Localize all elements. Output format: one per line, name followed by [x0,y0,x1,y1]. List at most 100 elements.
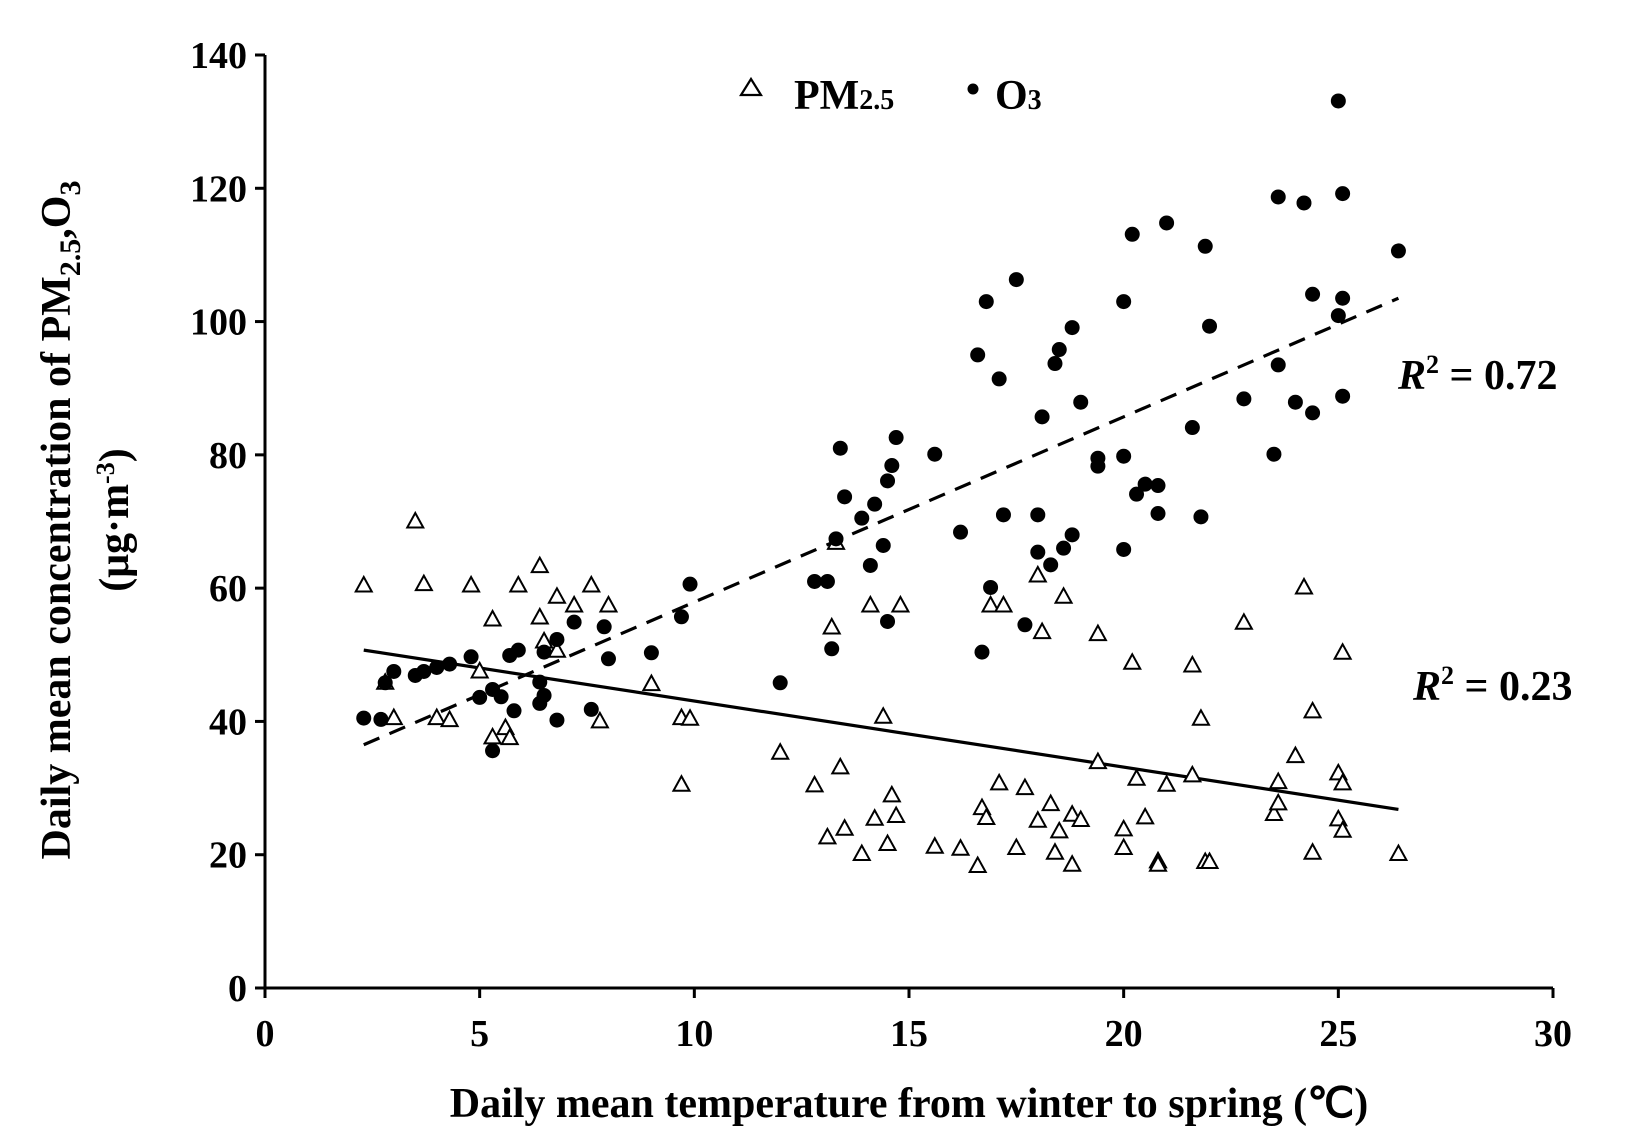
o3-point [1150,478,1166,494]
y-tick-label: 20 [209,835,247,877]
o3-point [1030,544,1046,560]
o3-point [772,675,788,691]
legend-label-o3: O3 [995,73,1042,119]
pm25-point [822,616,842,635]
o3-point [978,294,994,310]
pm25-point [1148,854,1168,872]
pm25-point [439,709,460,728]
pm25-point [427,707,447,726]
pm25-point [1182,654,1203,673]
o3-point [600,651,616,667]
svg-text:(μg·m-3): (μg·m-3) [91,448,138,591]
r2-label-o3: R2 = 0.72 [1397,350,1557,399]
o3-point [862,557,878,573]
o3-point [549,631,565,647]
o3-point [485,743,501,759]
x-tick-label: 15 [890,1013,928,1055]
o3-point [888,430,904,446]
o3-point [837,489,853,505]
o3-point [867,496,883,512]
o3-point [583,701,599,717]
o3-point [1129,486,1145,502]
svg-text:Daily mean concentration of PM: Daily mean concentration of PM2.5,O3 [34,181,87,860]
x-tick-label: 30 [1534,1013,1572,1055]
data-points [354,93,1409,874]
o3-point [1047,356,1063,372]
pm25-point [1294,576,1314,595]
o3-point [532,674,548,690]
pm25-point [1032,621,1052,640]
o3-point [1296,195,1312,211]
pm25-point [1285,745,1306,764]
o3-point [854,510,870,526]
pm25-point [1071,809,1091,828]
pm25-point [1302,842,1323,860]
o3-point [828,531,844,547]
pm25-point [1028,810,1048,828]
pm25-point [530,606,550,625]
o3-point [880,613,896,629]
o3-point [673,609,689,625]
pm25-point [1126,768,1147,786]
pm25-point [804,774,825,793]
pm25-point [1088,623,1108,642]
pm25-point [598,594,619,613]
pm25-point [1062,804,1082,822]
pm25-point [976,807,996,826]
pm25-point [1045,842,1065,860]
o3-point [1335,388,1351,404]
pm25-point [1156,774,1177,792]
pm25-point [590,710,610,729]
pm25-point [1264,803,1284,822]
o3-point [442,656,458,672]
pm25-point [405,510,425,529]
pm25-point [354,574,374,593]
pm25-point [882,784,902,803]
o3-point [1330,308,1346,324]
o3-point [682,576,698,592]
pm25-point [671,774,692,792]
legend: PM2.5 O3 [739,73,1042,119]
pm25-point [1388,843,1409,862]
o3-point [377,675,393,691]
o3-point [875,537,891,553]
y-tick-label: 40 [209,701,247,743]
o3-point [819,573,835,589]
pm25-point [830,756,851,775]
pm25-point [860,594,881,613]
o3-point [416,663,432,679]
o3-point [386,663,402,679]
o3-point [1159,215,1175,231]
pm25-point [469,660,490,679]
pm25-point [1199,851,1220,870]
o3-point [596,619,612,635]
o3-point [1202,318,1218,334]
o3-point [1017,617,1033,633]
pm25-point [508,574,529,593]
pm25-point [1062,854,1082,872]
legend-triangle-icon [739,76,763,97]
o3-point [1116,294,1132,310]
y-tick-label: 100 [190,302,247,344]
pm25-point [547,640,567,658]
pm25-point [1015,777,1035,796]
o3-point [824,641,840,657]
pm25-point [873,706,893,724]
o3-point [1266,446,1282,462]
x-axis-title: Daily mean temperature from winter to sp… [450,1081,1369,1127]
o3-point [807,573,823,589]
x-tick-label: 10 [675,1013,713,1055]
pm25-point [1122,652,1142,670]
o3-point [643,645,659,661]
o3-point [1030,507,1046,523]
axis-ticks: 0 5 10 15 20 25 30 0 20 40 60 80 100 120 140 [190,35,1572,1055]
legend-dot-icon [967,83,979,95]
o3-point [1073,394,1089,410]
pm25-point [1182,764,1203,783]
o3-point [463,649,479,665]
o3-point [1056,540,1072,556]
o3-point [1330,93,1346,109]
pm25-point [1135,806,1155,825]
o3-point [493,689,509,705]
o3-point [1184,420,1200,436]
